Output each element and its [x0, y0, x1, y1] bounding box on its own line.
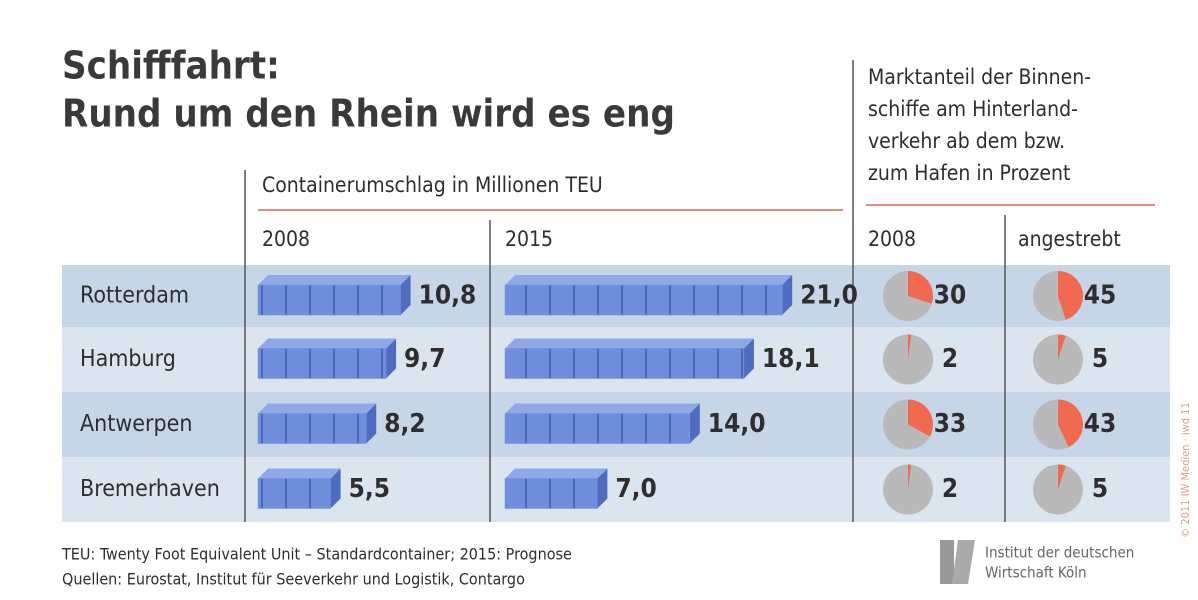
- pie-title: zum Hafen in Prozent: [868, 161, 1070, 185]
- pie-slice: [908, 464, 912, 490]
- value-label: 21,0: [800, 281, 858, 311]
- category-label: Rotterdam: [80, 283, 189, 309]
- bar-title: Containerumschlag in Millionen TEU: [262, 173, 603, 197]
- pie-slice: [908, 334, 912, 360]
- bar-side: [743, 338, 754, 379]
- value-label: 5: [1092, 344, 1108, 374]
- bar-side: [782, 275, 793, 315]
- bar-top: [258, 403, 377, 414]
- pie-slice: [1058, 334, 1066, 360]
- pie-title: Marktanteil der Binnen-: [868, 65, 1091, 89]
- value-label: 9,7: [404, 344, 445, 374]
- bar: [257, 284, 401, 316]
- series-label: 2008: [262, 227, 310, 251]
- logo-icon: [940, 540, 975, 584]
- copyright: © 2011 IW Medien · iwd 11: [1179, 402, 1192, 538]
- pie-slice: [1058, 464, 1066, 490]
- pie-slice: [1058, 271, 1083, 320]
- pie-slice: [1058, 399, 1084, 448]
- bar-top: [505, 275, 793, 285]
- value-label: 7,0: [615, 474, 656, 504]
- value-label: 10,8: [419, 281, 477, 311]
- value-label: 8,2: [384, 409, 425, 439]
- value-label: 2: [942, 344, 958, 374]
- bar: [257, 478, 331, 509]
- bar-top: [505, 403, 700, 414]
- footnote: TEU: Twenty Foot Equivalent Unit – Stand…: [61, 545, 572, 564]
- value-label: 2: [942, 474, 958, 504]
- bar-side: [689, 403, 700, 444]
- series-label: 2008: [868, 227, 916, 251]
- bar: [257, 413, 367, 444]
- category-label: Hamburg: [80, 346, 176, 372]
- value-label: 30: [934, 281, 967, 311]
- logo-text: Institut der deutschen: [985, 544, 1134, 562]
- value-label: 14,0: [708, 409, 766, 439]
- value-label: 45: [1084, 281, 1117, 311]
- pie-title: schiffe am Hinterland-: [868, 97, 1078, 121]
- footnote: Quellen: Eurostat, Institut für Seeverke…: [62, 570, 525, 589]
- pie-slice: [908, 399, 934, 437]
- bar-side: [330, 468, 341, 509]
- value-label: 5: [1092, 474, 1108, 504]
- bar: [504, 413, 691, 444]
- pie-title: verkehr ab dem bzw.: [868, 129, 1065, 153]
- bar-side: [366, 403, 377, 444]
- title: Schifffahrt:: [62, 44, 280, 88]
- bar-side: [386, 338, 397, 379]
- bar-top: [505, 338, 754, 349]
- bar: [504, 348, 745, 379]
- bar-top: [258, 275, 411, 285]
- value-label: 43: [1084, 409, 1117, 439]
- bar: [257, 348, 387, 379]
- bar: [504, 284, 783, 316]
- series-label: 2015: [505, 227, 553, 251]
- value-label: 5,5: [349, 474, 390, 504]
- bar-side: [400, 275, 411, 315]
- category-label: Bremerhaven: [80, 476, 220, 502]
- bar-top: [258, 468, 341, 479]
- value-label: 33: [934, 409, 967, 439]
- value-label: 18,1: [762, 344, 820, 374]
- pie-slice: [908, 271, 934, 304]
- bar-top: [258, 338, 397, 349]
- category-label: Antwerpen: [80, 411, 193, 437]
- title: Rund um den Rhein wird es eng: [62, 92, 675, 136]
- row-band: [62, 457, 1170, 522]
- series-label: angestrebt: [1018, 227, 1121, 251]
- bar-top: [505, 468, 608, 479]
- bar: [504, 478, 598, 509]
- bar-side: [597, 468, 608, 509]
- logo-text: Wirtschaft Köln: [985, 564, 1087, 582]
